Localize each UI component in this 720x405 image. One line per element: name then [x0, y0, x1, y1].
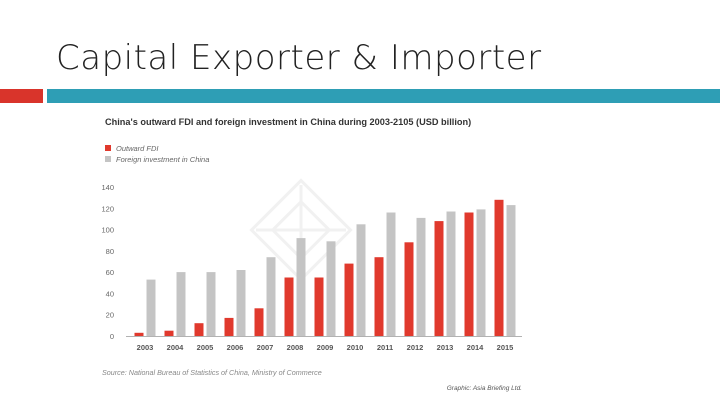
- bar-foreign-investment: [356, 224, 366, 337]
- bar-outward-fdi: [254, 308, 264, 336]
- chart-title: China's outward FDI and foreign investme…: [105, 117, 471, 127]
- y-tick-label: 40: [106, 289, 114, 298]
- accent-bar-red: [0, 89, 43, 103]
- bar-foreign-investment: [506, 205, 516, 336]
- accent-bar-teal: [47, 89, 720, 103]
- bar-foreign-investment: [176, 272, 186, 336]
- y-tick-label: 120: [101, 204, 114, 213]
- chart-source: Source: National Bureau of Statistics of…: [102, 368, 322, 377]
- chart-svg: China's outward FDI and foreign investme…: [101, 117, 522, 392]
- x-axis-labels: 2003 2004 2005 2006 2007 2008 2009 2010 2011 2012…: [137, 343, 514, 352]
- bar-foreign-investment: [236, 270, 246, 336]
- legend-swatch-foreign-investment: [105, 156, 111, 162]
- y-tick-label: 0: [110, 332, 114, 341]
- bar-outward-fdi: [404, 242, 414, 336]
- y-tick-label: 60: [106, 268, 114, 277]
- legend-label-foreign-investment: Foreign investment in China: [116, 155, 209, 164]
- bar-foreign-investment: [386, 212, 396, 336]
- bar-outward-fdi: [224, 317, 234, 336]
- x-tick-label: 2005: [197, 343, 214, 352]
- x-tick-label: 2006: [227, 343, 244, 352]
- y-tick-label: 80: [106, 247, 114, 256]
- x-tick-label: 2009: [317, 343, 334, 352]
- bar-outward-fdi: [194, 323, 204, 336]
- chart-credit: Graphic: Asia Briefing Ltd.: [447, 385, 522, 392]
- bar-foreign-investment: [446, 211, 456, 336]
- bar-outward-fdi: [494, 199, 504, 336]
- bar-outward-fdi: [164, 330, 174, 336]
- bar-foreign-investment: [206, 272, 216, 336]
- x-tick-label: 2014: [467, 343, 485, 352]
- legend-swatch-outward-fdi: [105, 145, 111, 151]
- x-tick-label: 2015: [497, 343, 514, 352]
- slide-title: Capital Exporter & Importer: [56, 38, 542, 78]
- bar-outward-fdi: [374, 257, 384, 336]
- bar-foreign-investment: [326, 241, 336, 336]
- bar-outward-fdi: [134, 332, 144, 336]
- y-tick-label: 140: [101, 183, 114, 192]
- legend-label-outward-fdi: Outward FDI: [116, 144, 159, 153]
- y-tick-label: 20: [106, 311, 114, 320]
- bar-outward-fdi: [434, 221, 444, 336]
- bar-foreign-investment: [266, 257, 276, 336]
- bar-foreign-investment: [296, 238, 306, 336]
- chart: China's outward FDI and foreign investme…: [96, 110, 536, 402]
- bar-foreign-investment: [476, 209, 486, 336]
- x-tick-label: 2004: [167, 343, 185, 352]
- bar-foreign-investment: [416, 217, 426, 336]
- bar-outward-fdi: [344, 263, 354, 336]
- bar-outward-fdi: [284, 277, 294, 336]
- x-tick-label: 2008: [287, 343, 304, 352]
- bar-outward-fdi: [314, 277, 324, 336]
- x-tick-label: 2013: [437, 343, 454, 352]
- y-axis-labels: 0 20 40 60 80 100 120 140: [101, 183, 114, 341]
- y-tick-label: 100: [101, 226, 114, 235]
- x-tick-label: 2003: [137, 343, 154, 352]
- x-tick-label: 2010: [347, 343, 364, 352]
- x-tick-label: 2011: [377, 343, 393, 352]
- x-tick-label: 2007: [257, 343, 274, 352]
- bar-foreign-investment: [146, 279, 156, 336]
- bar-outward-fdi: [464, 212, 474, 336]
- bars: [134, 199, 516, 337]
- x-tick-label: 2012: [407, 343, 424, 352]
